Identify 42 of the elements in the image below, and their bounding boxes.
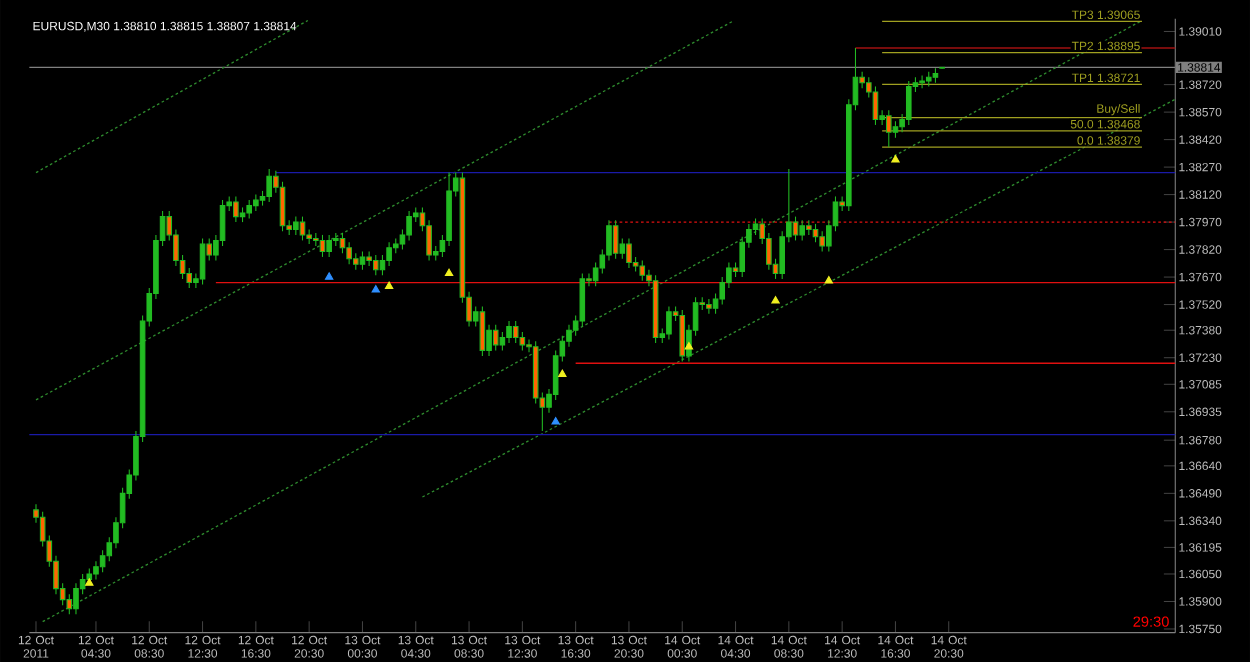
point <box>551 417 560 425</box>
candlestick <box>446 172 452 247</box>
point <box>444 268 454 277</box>
candlestick <box>506 320 512 344</box>
point <box>371 285 381 293</box>
candlestick <box>346 241 352 265</box>
point <box>558 369 567 377</box>
candlestick <box>706 298 712 315</box>
candlestick <box>73 582 79 615</box>
candlestick <box>93 560 99 581</box>
point <box>384 281 394 289</box>
point <box>891 154 900 163</box>
point <box>684 341 694 350</box>
candlestick <box>626 238 632 269</box>
candlestick <box>233 195 239 223</box>
candlestick <box>872 85 879 126</box>
candlestick <box>326 234 332 258</box>
candlestick <box>333 232 339 247</box>
point <box>824 275 834 284</box>
candlestick <box>892 120 899 139</box>
point <box>771 296 780 304</box>
candlestick <box>579 272 586 328</box>
candlestick <box>406 210 412 241</box>
point <box>324 272 334 280</box>
candlestick <box>932 67 939 84</box>
candlestick <box>666 305 672 340</box>
candlestick <box>253 194 259 212</box>
candlestick <box>612 219 619 260</box>
candlestick <box>552 349 559 401</box>
candlestick <box>386 241 392 267</box>
candlestick <box>919 74 925 89</box>
candlestick <box>359 250 366 271</box>
candlestick <box>366 250 372 267</box>
candlestick <box>426 219 432 262</box>
candlestick <box>352 252 359 271</box>
candlestick <box>885 109 892 148</box>
candlestick <box>532 340 539 405</box>
candlestick <box>806 219 812 236</box>
candlestick <box>752 217 759 236</box>
candlestick <box>606 219 612 262</box>
candlestick <box>313 232 319 247</box>
candlestick <box>479 305 486 357</box>
